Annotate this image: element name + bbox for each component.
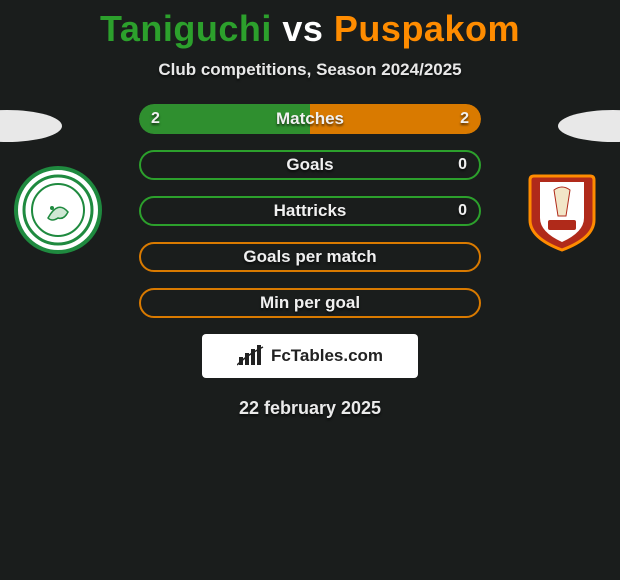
chart-bars-icon (237, 345, 265, 367)
brand-text: FcTables.com (271, 346, 383, 366)
stat-row-goals: Goals 0 (139, 150, 481, 180)
stat-value-right: 0 (458, 202, 467, 220)
title-vs: vs (282, 8, 323, 49)
stat-label: Goals per match (243, 247, 376, 267)
left-club-crest (14, 166, 102, 254)
left-ellipse-decoration (0, 110, 62, 142)
comparison-date: 22 february 2025 (0, 398, 620, 419)
stat-label: Goals (286, 155, 333, 175)
stat-value-right: 2 (460, 110, 469, 128)
subtitle: Club competitions, Season 2024/2025 (0, 60, 620, 80)
brand-box: FcTables.com (202, 334, 418, 378)
stat-row-matches: 2 Matches 2 (139, 104, 481, 134)
stat-row-goals-per-match: Goals per match (139, 242, 481, 272)
stat-rows: 2 Matches 2 Goals 0 Hattricks 0 Goals pe… (139, 104, 481, 318)
right-club-crest (518, 166, 606, 254)
comparison-title: Taniguchi vs Puspakom (0, 0, 620, 50)
title-left-player: Taniguchi (100, 8, 272, 49)
stat-label: Hattricks (274, 201, 347, 221)
club-crest-left-svg (22, 174, 94, 246)
title-right-player: Puspakom (334, 8, 520, 49)
stat-value-right: 0 (458, 156, 467, 174)
stat-value-left: 2 (151, 110, 160, 128)
stat-label: Matches (276, 109, 344, 129)
right-ellipse-decoration (558, 110, 620, 142)
stat-row-min-per-goal: Min per goal (139, 288, 481, 318)
stat-label: Min per goal (260, 293, 360, 313)
club-crest-right-svg (518, 166, 606, 254)
comparison-content: 2 Matches 2 Goals 0 Hattricks 0 Goals pe… (0, 104, 620, 419)
stat-row-hattricks: Hattricks 0 (139, 196, 481, 226)
